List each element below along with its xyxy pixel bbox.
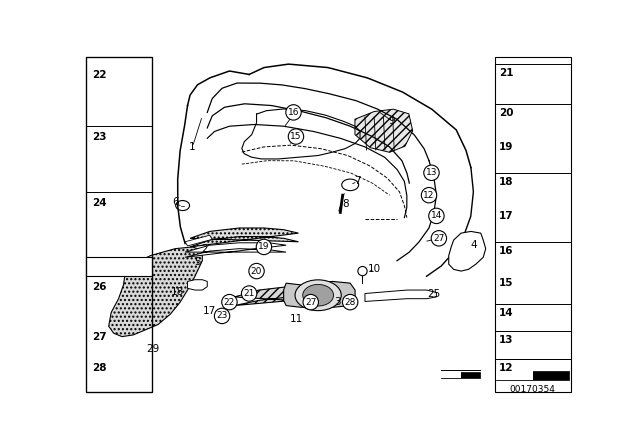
Text: 27: 27 [92,332,106,342]
Text: 3: 3 [335,297,341,307]
Polygon shape [449,232,486,271]
Text: 28: 28 [92,363,106,374]
Circle shape [424,165,439,181]
Bar [86,257,152,276]
Circle shape [342,294,358,310]
Circle shape [429,208,444,224]
Text: 27: 27 [305,297,316,306]
Text: 14: 14 [499,308,514,318]
Bar [86,57,152,392]
Text: 21: 21 [499,68,514,78]
Polygon shape [185,235,212,246]
Circle shape [431,231,447,246]
Circle shape [286,105,301,120]
Text: 26: 26 [92,282,106,293]
Polygon shape [284,281,355,307]
Text: 18: 18 [171,287,184,297]
Text: 23: 23 [216,311,228,320]
Polygon shape [355,109,413,152]
Text: 9: 9 [388,116,396,126]
Circle shape [288,129,303,144]
Text: 28: 28 [344,297,356,306]
Text: 25: 25 [428,289,440,298]
Polygon shape [188,280,207,290]
Text: 19: 19 [499,142,513,152]
Text: 8: 8 [342,199,349,209]
Circle shape [303,294,319,310]
Text: 17: 17 [203,306,216,316]
Bar [86,57,152,392]
Text: 10: 10 [368,264,381,274]
Bar [442,372,480,378]
Text: 5: 5 [194,258,201,267]
Bar [495,57,571,392]
Text: 22: 22 [92,70,106,80]
Text: 16: 16 [499,246,514,256]
Text: 22: 22 [224,297,235,306]
Circle shape [256,239,271,254]
Polygon shape [234,287,350,306]
Text: 13: 13 [499,335,514,345]
Text: 11: 11 [289,314,303,324]
Text: 20: 20 [499,108,514,118]
Text: 20: 20 [251,267,262,276]
Text: 27: 27 [433,234,445,243]
Text: 29: 29 [147,344,160,354]
Polygon shape [190,228,298,247]
Ellipse shape [295,280,341,310]
Text: 7: 7 [355,177,361,186]
Text: 4: 4 [470,240,477,250]
Text: 18: 18 [499,177,514,187]
Circle shape [214,308,230,323]
Polygon shape [109,247,202,336]
Circle shape [249,263,264,279]
Text: 1: 1 [189,142,196,152]
Text: 24: 24 [92,198,106,208]
Text: 2: 2 [202,244,208,254]
Text: 15: 15 [290,132,301,141]
Text: 16: 16 [288,108,300,117]
Text: 13: 13 [426,168,437,177]
Bar [496,370,532,380]
Text: 12: 12 [423,191,435,200]
Text: 21: 21 [243,289,255,298]
Circle shape [421,188,436,203]
Polygon shape [185,243,286,257]
Polygon shape [365,290,436,302]
Text: 6: 6 [172,197,179,207]
Ellipse shape [303,284,333,306]
Text: 00170354: 00170354 [510,384,556,393]
Text: 12: 12 [499,363,514,373]
Text: 15: 15 [499,278,514,289]
Text: 17: 17 [499,211,514,221]
Text: 19: 19 [258,242,269,251]
Bar [496,370,570,380]
Text: 23: 23 [92,132,106,142]
Text: 14: 14 [431,211,442,220]
Circle shape [241,286,257,301]
Bar [442,372,461,378]
Circle shape [221,294,237,310]
